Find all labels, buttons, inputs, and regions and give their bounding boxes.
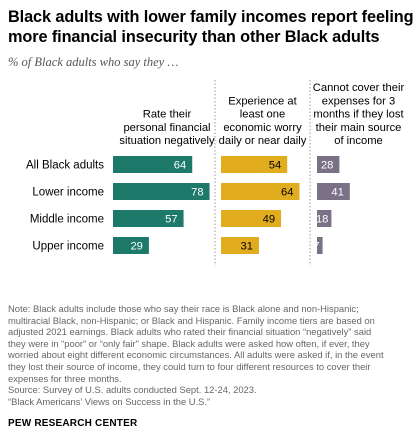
note-line: worried about eight different economic c… [8,349,384,361]
data-label: 64 [174,160,186,172]
bar [317,183,350,200]
series-header-line: months if they lost [313,109,404,121]
bar [317,237,323,254]
data-label: 7 [313,241,319,253]
series-header-line: expenses for 3 [322,95,395,107]
bar [317,156,340,173]
data-label: 54 [269,160,281,172]
series-header-line: situation negatively [119,135,215,147]
data-label: 78 [191,187,203,199]
series-header-line: Experience at [228,95,297,107]
series-header-line: their main source [316,122,402,134]
data-label: 49 [263,214,275,226]
data-label: 64 [281,187,293,199]
chart-subtitle: % of Black adults who say they … [8,55,179,69]
bar [221,210,282,227]
note-line: they lost their source of income, they c… [8,360,371,372]
source-line: Source: Survey of U.S. adults conducted … [8,384,257,396]
bar [317,210,332,227]
chart-title: Black adults with lower family incomes r… [8,8,414,46]
bar [221,237,260,254]
bar-chart: All Black adults Lower income Middle incom… [26,80,405,266]
series-header-line: Cannot cover their [313,82,405,94]
data-label: 31 [241,241,253,253]
note-line: Note: Black adults include those who say… [8,303,359,314]
note-line: adjusted 2021 earnings. Black adults who… [8,326,372,338]
series-header-line: Rate their [143,109,192,121]
note-line: they were in “poor” or “only fair” shape… [8,337,370,349]
pew-logo-text: PEW RESEARCH CENTER [8,418,138,429]
series-header-line: least one [240,109,285,121]
data-label: 29 [130,241,142,253]
category-label: Lower income [32,187,104,199]
data-label: 57 [165,214,177,226]
bar [113,156,193,173]
category-label: Upper income [32,241,104,253]
bar [221,183,300,200]
category-label: All Black adults [26,160,104,172]
series-header-line: personal financial [123,122,210,134]
data-label: 41 [331,187,343,199]
bar [221,156,288,173]
category-label: Middle income [30,214,104,226]
series-header-line: economic worry [223,122,302,134]
data-label: 28 [321,160,333,172]
note-line: multiracial Black, non-Hispanic; or Blac… [8,314,375,326]
series-header-line: of income [334,135,383,147]
note-line: expenses for three months. [8,372,122,384]
series-header-line: daily or near daily [219,135,307,147]
bar [113,183,210,200]
bar [113,237,149,254]
bar [113,210,184,227]
chart-notes: Note: Black adults include those who say… [8,303,418,407]
report-title-line: “Black Americans’ Views on Success in th… [8,395,211,407]
data-label: 18 [316,214,328,226]
